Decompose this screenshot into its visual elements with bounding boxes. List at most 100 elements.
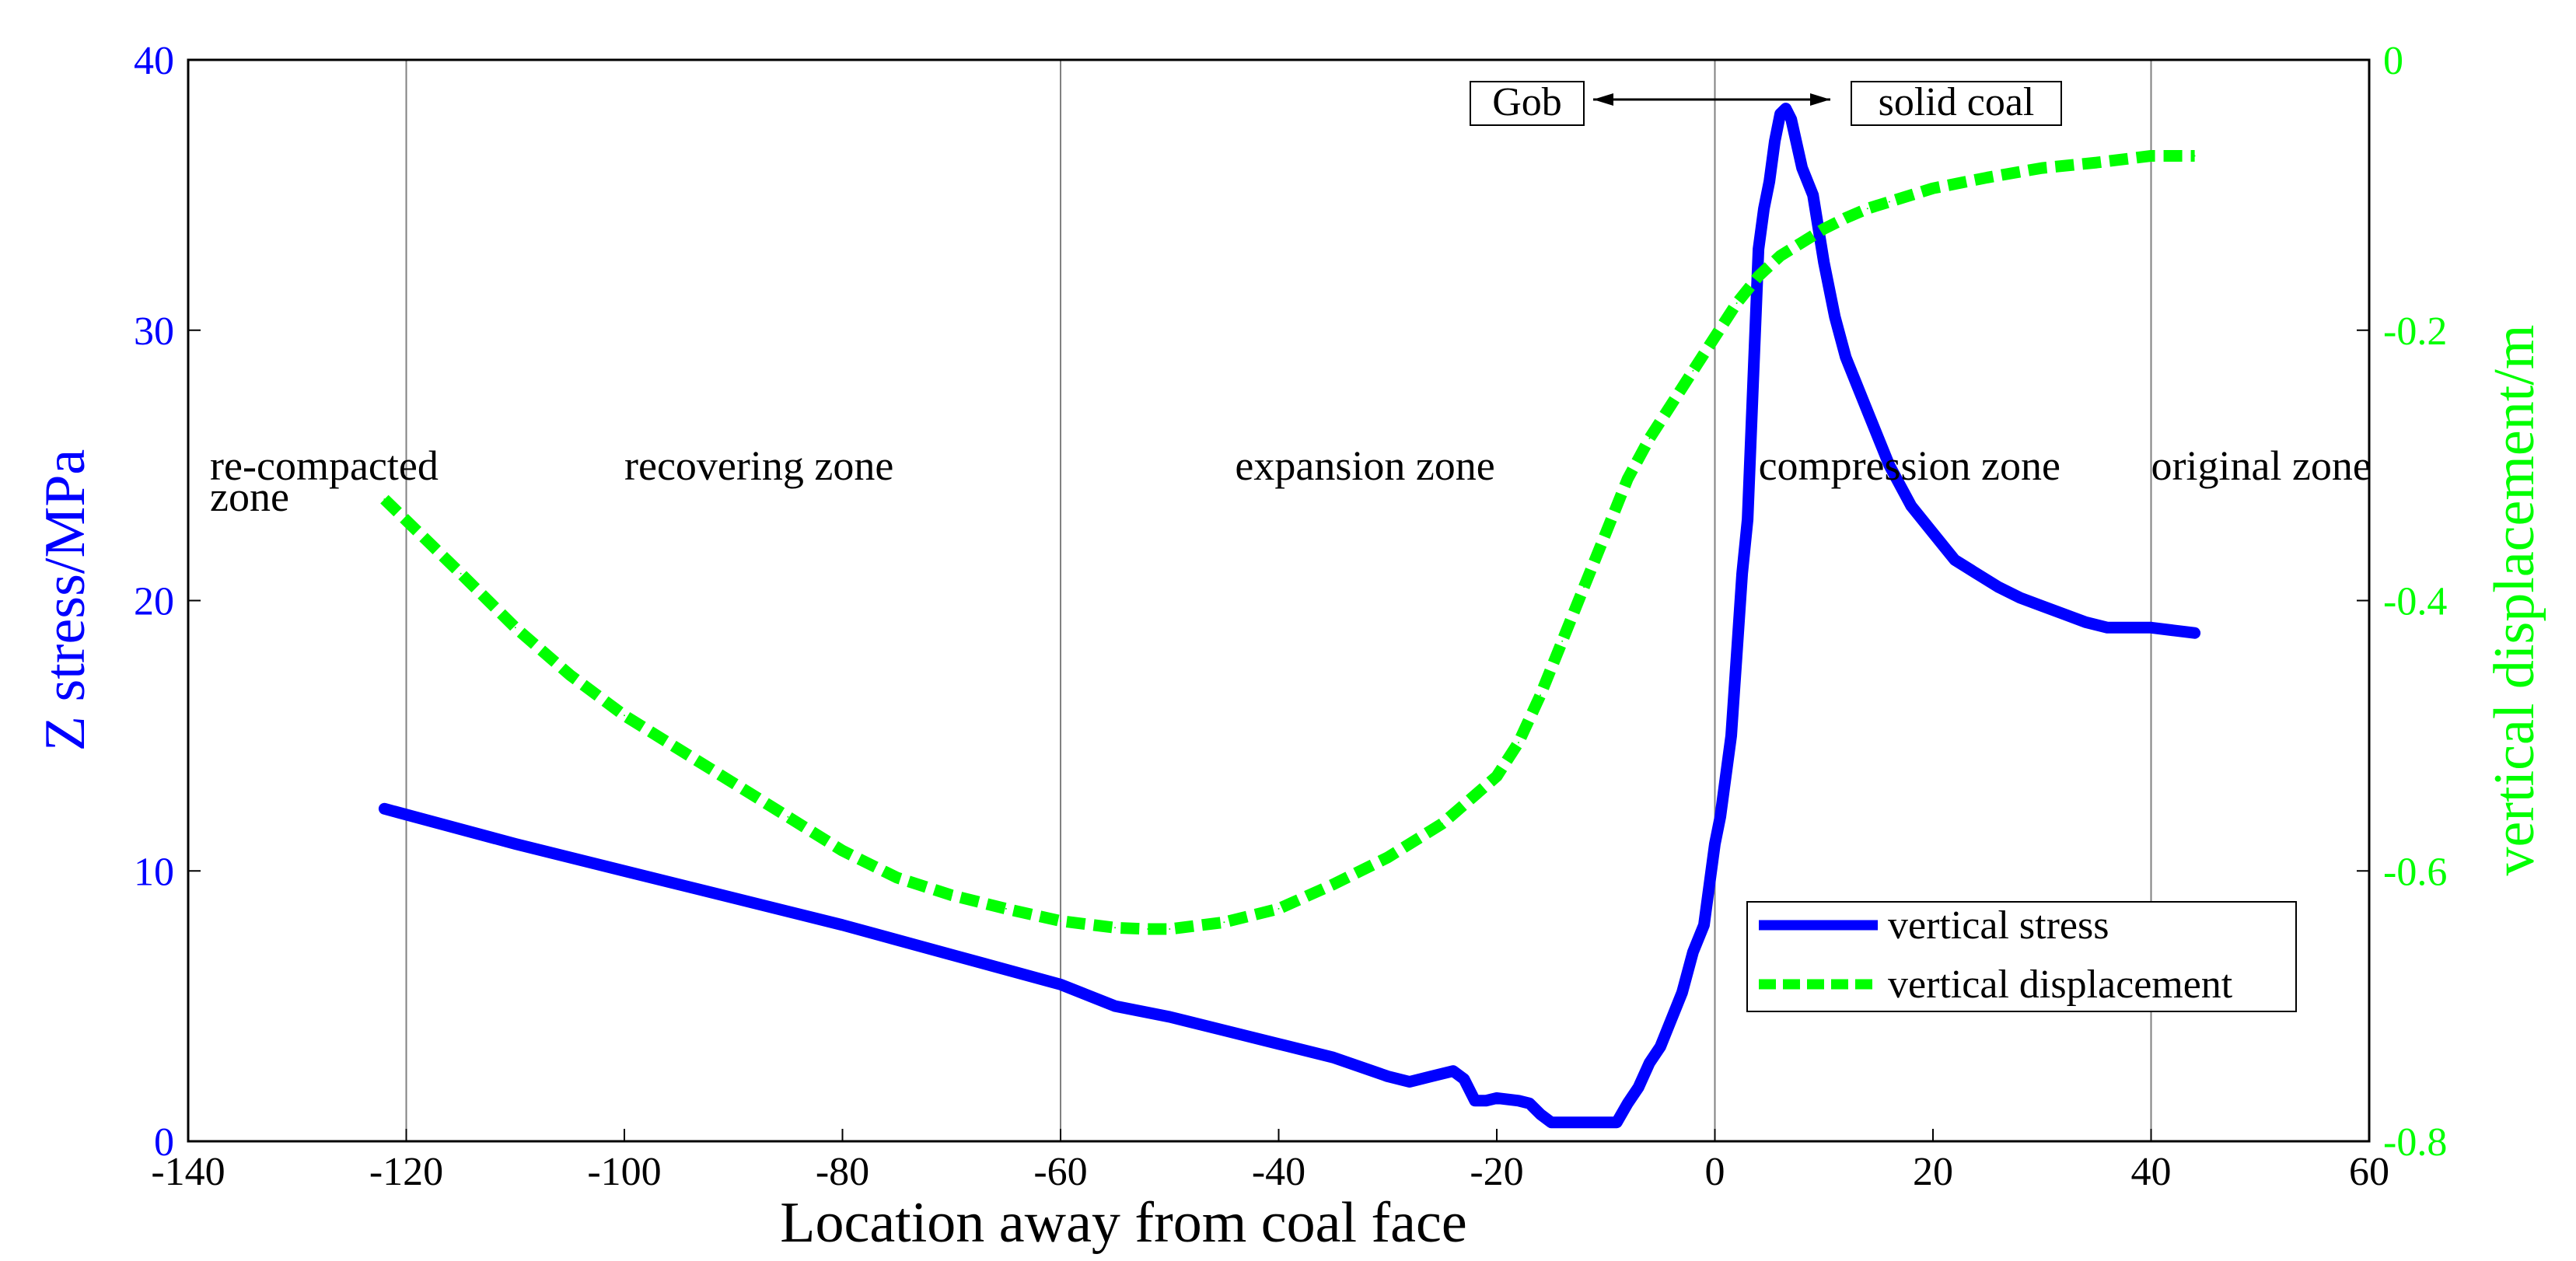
data-point-displacement [841,850,844,852]
data-point-displacement [1627,478,1629,480]
data-point-stress [1823,261,1825,264]
data-point-stress [2085,621,2087,624]
x-tick-label: 40 [2131,1150,2172,1194]
left-y-axis: 0 10 20 30 40 [134,39,201,1165]
data-point-displacement [2095,162,2098,164]
zone-label: recovering zone [624,442,893,489]
data-point-displacement [1518,742,1519,744]
data-point-displacement [1844,217,1847,219]
data-point-displacement [1823,228,1825,230]
data-point-displacement [1583,586,1585,589]
zone-label: re-compacted [210,442,439,489]
data-point-stress [1583,1121,1585,1123]
data-point-stress [1812,194,1814,196]
data-point-displacement [1540,694,1542,697]
data-point-stress [1784,107,1787,110]
data-point-stress [1485,1099,1487,1102]
data-point-stress [1430,1075,1432,1078]
data-point-stress [1735,654,1738,655]
data-point-displacement [514,627,516,629]
legend-label-vertical-displacement: vertical displacement [1888,962,2233,1007]
data-point-displacement [1670,403,1672,406]
data-point-displacement [1888,201,1890,203]
data-point-stress [1463,1078,1465,1080]
data-point-displacement [1169,928,1171,930]
data-point-displacement [1060,920,1061,922]
left-y-tick-label: 40 [134,39,174,83]
data-point-stress [841,924,844,926]
data-point-stress [1779,113,1781,115]
data-point-stress [1746,519,1749,521]
data-point-displacement [1386,856,1389,858]
zone-label: compression zone [1759,442,2060,489]
data-point-stress [1681,991,1683,994]
data-point-displacement [1496,775,1498,777]
x-tick-label: -20 [1470,1150,1523,1194]
data-point-displacement [2041,167,2043,169]
data-point-stress [1114,1005,1117,1008]
data-point-displacement [732,782,735,784]
data-point-stress [1605,1121,1607,1123]
data-point-stress [2106,627,2109,629]
data-point-displacement [1441,823,1443,825]
data-point-stress [1540,1113,1542,1116]
right-y-tick-label: -0.2 [2383,309,2447,354]
data-point-stress [1774,140,1776,142]
data-point-displacement [460,572,462,575]
x-tick-label: -120 [369,1150,443,1194]
data-point-displacement [1932,187,1934,190]
data-point-displacement [1648,437,1651,439]
data-point-stress [1877,437,1879,439]
data-point-stress [950,954,952,956]
x-tick-label: -60 [1033,1150,1087,1194]
data-point-stress [1741,572,1743,575]
data-point-stress [2041,605,2043,607]
data-point-stress [1768,180,1770,183]
legend-label-vertical-stress: vertical stress [1888,903,2109,948]
x-tick-label: -40 [1252,1150,1305,1194]
x-axis: -140 -120 -100 -80 -60 -40 -20 0 20 40 60 [151,1129,2389,1194]
data-point-stress [1638,1086,1640,1088]
zone-divider-lines [405,60,2152,1141]
data-point-stress [1888,464,1890,466]
data-point-stress [1692,951,1694,953]
data-point-stress [1550,1121,1553,1123]
arrow-head-right [1810,93,1830,106]
data-point-displacement [1692,369,1694,372]
data-point-displacement [787,816,789,818]
series-layer [378,103,2201,1129]
data-point-displacement [1561,640,1564,642]
x-tick-label: -140 [151,1150,225,1194]
data-point-stress [1529,1102,1531,1105]
data-point-stress [1932,532,1934,534]
data-point-stress [514,843,516,845]
data-point-stress [1801,167,1803,169]
data-point-displacement [568,674,571,676]
data-point-stress [2193,632,2196,634]
zone-label: original zone [2151,442,2372,489]
data-point-stress [1060,983,1061,986]
data-point-displacement [1147,928,1149,930]
data-point-displacement [2150,155,2152,157]
right-y-tick-label: -0.4 [2383,580,2447,624]
data-point-stress [1659,1046,1662,1048]
legend: vertical stress vertical displacement [1746,901,2297,1012]
data-point-stress [1954,559,1956,561]
left-y-axis-title: Z stress/MPa [33,449,97,752]
data-point-stress [1332,1057,1334,1059]
data-point-displacement [1223,921,1225,924]
solid-coal-label: solid coal [1879,80,2035,124]
data-point-displacement [896,876,898,879]
data-point-stress [1833,316,1836,318]
left-y-tick-label: 10 [134,850,174,894]
right-y-tick-label: -0.6 [2383,850,2447,894]
data-point-stress [2019,597,2022,599]
data-point-stress [1714,843,1716,845]
data-point-stress [1518,1099,1519,1102]
left-y-tick-label: 0 [154,1120,174,1165]
data-point-displacement [624,714,625,717]
data-point-stress [1998,586,2000,589]
data-point-displacement [1714,336,1716,338]
data-point-displacement [1735,302,1738,304]
